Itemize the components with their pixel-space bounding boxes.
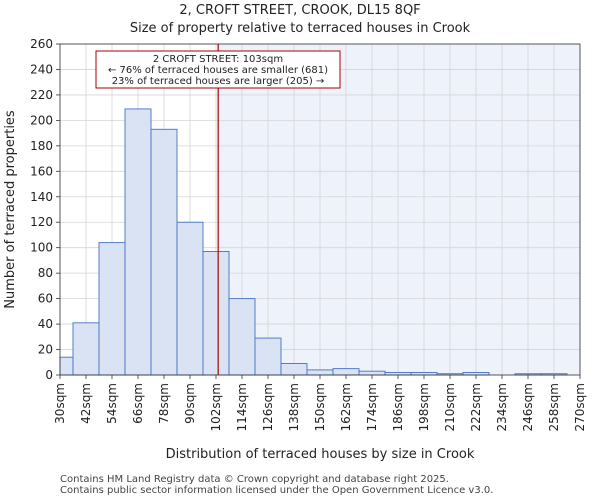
histogram-bar bbox=[358, 370, 386, 376]
y-tick-label: 100 bbox=[30, 241, 53, 255]
x-tick-label: 186sqm bbox=[391, 383, 405, 431]
y-tick-label: 200 bbox=[30, 113, 53, 127]
y-tick-label: 140 bbox=[30, 190, 53, 204]
x-tick-label: 54sqm bbox=[105, 383, 119, 424]
histogram-bar bbox=[306, 369, 334, 376]
histogram-bar bbox=[332, 368, 360, 376]
highlight-region bbox=[218, 44, 580, 375]
x-tick-label: 210sqm bbox=[443, 383, 457, 431]
x-tick-label: 198sqm bbox=[417, 383, 431, 431]
chart-subtitle: Size of property relative to terraced ho… bbox=[129, 21, 471, 36]
y-tick-label: 120 bbox=[30, 215, 53, 229]
y-tick-label: 40 bbox=[38, 317, 53, 331]
y-tick-label: 0 bbox=[45, 368, 53, 382]
x-tick-label: 162sqm bbox=[339, 383, 353, 431]
histogram-bar bbox=[59, 356, 74, 376]
x-tick-label: 270sqm bbox=[573, 383, 587, 431]
histogram-bar bbox=[72, 322, 100, 376]
histogram-bar bbox=[150, 128, 178, 376]
chart-title: 2, CROFT STREET, CROOK, DL15 8QF bbox=[179, 3, 421, 18]
footer-copyright: Contains HM Land Registry data © Crown c… bbox=[60, 474, 449, 485]
x-tick-label: 138sqm bbox=[287, 383, 301, 431]
x-tick-label: 42sqm bbox=[79, 383, 93, 424]
x-tick-label: 114sqm bbox=[235, 383, 249, 431]
histogram-bar bbox=[176, 221, 204, 376]
y-tick-label: 80 bbox=[38, 266, 53, 280]
x-tick-label: 174sqm bbox=[365, 383, 379, 431]
y-axis-label: Number of terraced properties bbox=[3, 110, 18, 309]
histogram-bar bbox=[254, 337, 282, 376]
x-axis-label: Distribution of terraced houses by size … bbox=[166, 447, 475, 462]
x-tick-label: 30sqm bbox=[53, 383, 67, 424]
annotation-box: 2 CROFT STREET: 103sqm ← 76% of terraced… bbox=[95, 50, 341, 89]
y-axis: 0 20 40 60 80 100 120 140 160 180 200 220 240 260 bbox=[30, 37, 60, 382]
histogram-bar bbox=[98, 242, 126, 376]
x-tick-label: 66sqm bbox=[131, 383, 145, 424]
y-tick-label: 160 bbox=[30, 164, 53, 178]
annotation-label: 2 CROFT STREET: 103sqm bbox=[153, 54, 283, 65]
histogram-bar bbox=[280, 363, 308, 376]
histogram-bar bbox=[202, 251, 230, 376]
x-tick-label: 126sqm bbox=[261, 383, 275, 431]
annotation-frame bbox=[95, 50, 341, 89]
x-tick-label: 90sqm bbox=[183, 383, 197, 424]
y-tick-label: 220 bbox=[30, 88, 53, 102]
x-tick-label: 258sqm bbox=[547, 383, 561, 431]
x-tick-label: 222sqm bbox=[469, 383, 483, 431]
histogram-bar bbox=[228, 298, 256, 376]
x-tick-label: 150sqm bbox=[313, 383, 327, 431]
footer-licence: Contains public sector information licen… bbox=[60, 485, 494, 496]
x-tick-label: 234sqm bbox=[495, 383, 509, 431]
x-tick-label: 78sqm bbox=[157, 383, 171, 424]
y-tick-label: 60 bbox=[38, 292, 53, 306]
x-tick-label: 246sqm bbox=[521, 383, 535, 431]
y-tick-label: 20 bbox=[38, 343, 53, 357]
y-tick-label: 240 bbox=[30, 62, 53, 76]
y-tick-label: 260 bbox=[30, 37, 53, 51]
annotation-smaller: ← 76% of terraced houses are smaller (68… bbox=[108, 65, 328, 76]
histogram-bar bbox=[124, 108, 152, 376]
annotation-larger: 23% of terraced houses are larger (205) … bbox=[112, 76, 325, 87]
x-axis: 30sqm 42sqm 54sqm 66sqm 78sqm 90sqm 102sqm 114s… bbox=[53, 375, 587, 431]
x-tick-label: 102sqm bbox=[209, 383, 223, 431]
bars bbox=[59, 108, 568, 376]
y-tick-label: 180 bbox=[30, 139, 53, 153]
